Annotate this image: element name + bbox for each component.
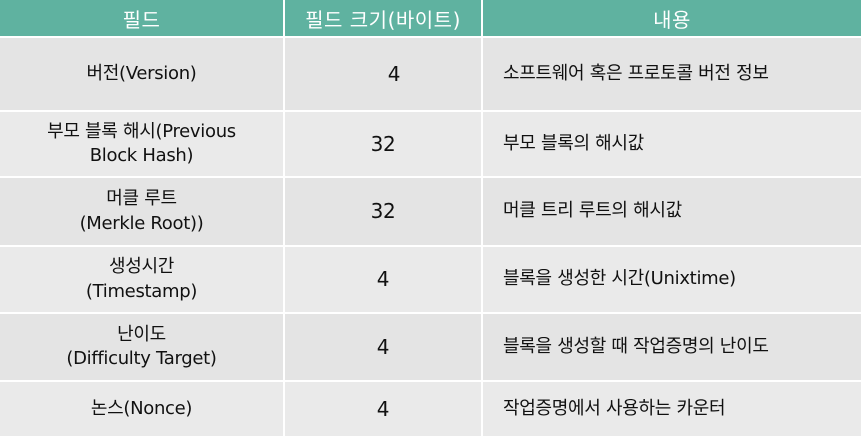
field-name: 생성시간 [108,256,175,278]
content-cell: 부모 블록의 해시값 [482,111,861,178]
content-cell: 블록을 생성한 시간(Unixtime) [482,246,861,314]
field-cell: 생성시간 (Timestamp) [0,246,285,314]
field-cell: 버전(Version) [0,37,285,112]
size-cell: 32 [284,177,483,247]
table-row: 생성시간 (Timestamp) 4 블록을 생성한 시간(Unixtime) [0,246,861,314]
field-name-sub: Block Hash) [89,145,194,166]
table-row: 난이도 (Difficulty Target) 4 블록을 생성할 때 작업증명… [0,313,861,382]
table-row: 논스(Nonce) 4 작업증명에서 사용하는 카운터 [0,381,861,436]
field-name: 논스(Nonce) [90,397,193,419]
content-cell: 소프트웨어 혹은 프로토콜 버전 정보 [482,37,861,112]
field-name-sub: (Merkle Root)) [79,212,204,234]
field-name: 버전(Version) [86,62,197,84]
content-cell: 블록을 생성할 때 작업증명의 난이도 [482,313,861,382]
size-cell: 32 [284,111,483,178]
header-content: 내용 [482,0,861,38]
size-cell: 4 [284,37,483,112]
size-cell: 4 [284,246,483,314]
header-field: 필드 [0,0,285,38]
field-name-sub: (Difficulty Target) [66,348,217,369]
field-name: 머클 루트 [106,188,177,210]
table-row: 버전(Version) 4 소프트웨어 혹은 프로토콜 버전 정보 [0,37,861,112]
table-header-row: 필드 필드 크기(바이트) 내용 [0,0,861,38]
table-row: 머클 루트 (Merkle Root)) 32 머클 트리 루트의 해시값 [0,177,861,247]
field-name: 난이도 [117,323,166,345]
header-size: 필드 크기(바이트) [284,0,483,38]
field-name: 부모 블록 해시(Previous [47,120,236,142]
size-cell: 4 [284,313,483,382]
content-cell: 머클 트리 루트의 해시값 [482,177,861,247]
field-cell: 난이도 (Difficulty Target) [0,313,285,382]
table-row: 부모 블록 해시(Previous Block Hash) 32 부모 블록의 … [0,111,861,178]
size-cell: 4 [284,381,483,436]
field-cell: 논스(Nonce) [0,381,285,436]
field-cell: 부모 블록 해시(Previous Block Hash) [0,111,285,178]
content-cell: 작업증명에서 사용하는 카운터 [482,381,861,436]
field-cell: 머클 루트 (Merkle Root)) [0,177,285,247]
field-name-sub: (Timestamp) [85,280,198,302]
